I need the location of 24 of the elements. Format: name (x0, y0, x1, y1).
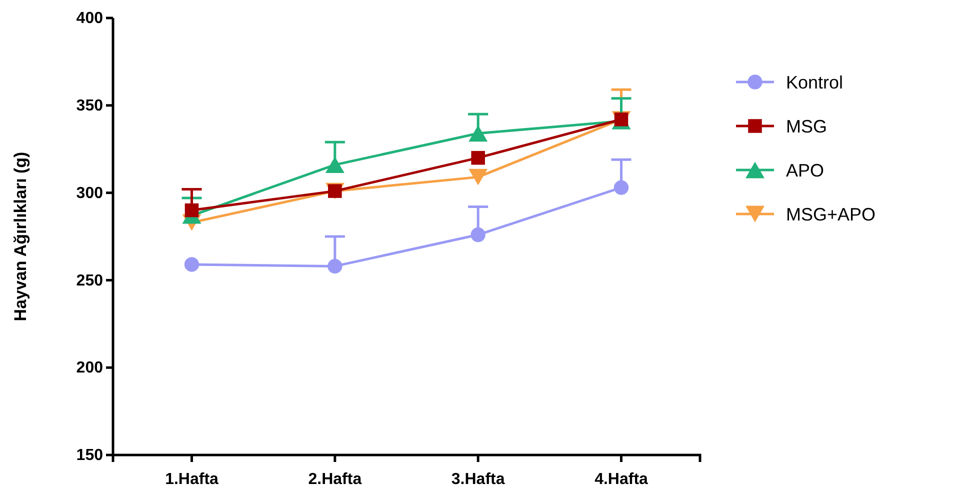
point (184, 203, 199, 218)
legend-label: Kontrol (786, 72, 844, 92)
y-tick-label: 250 (76, 272, 104, 290)
y-axis-title: Hayvan Ağırlıkları (g) (11, 152, 30, 322)
legend-label: MSG (786, 116, 828, 136)
x-tick-label: 3.Hafta (451, 471, 505, 488)
y-tick-label: 300 (76, 184, 104, 202)
y-tick-label: 150 (76, 447, 104, 464)
y-tick-label: 400 (76, 10, 104, 28)
point (325, 156, 344, 174)
y-tick-label: 200 (76, 360, 104, 377)
x-tick-label: 1.Hafta (165, 471, 219, 488)
point (328, 258, 342, 274)
point (614, 180, 629, 195)
point (468, 125, 488, 142)
point (471, 150, 485, 165)
point (470, 227, 486, 242)
legend-label: APO (786, 160, 824, 180)
point (184, 257, 200, 272)
point (468, 168, 488, 186)
legend-label: MSG+APO (786, 204, 876, 224)
x-tick-label: 2.Hafta (308, 471, 362, 488)
x-tick-label: 4.Hafta (594, 471, 648, 488)
y-tick-label: 350 (76, 98, 104, 115)
